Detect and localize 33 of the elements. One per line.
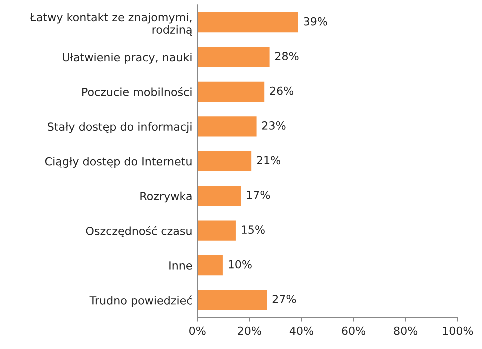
bar bbox=[198, 80, 266, 104]
x-tick-label: 80% bbox=[394, 326, 418, 336]
data-label: 10% bbox=[229, 260, 252, 269]
bar bbox=[198, 254, 224, 277]
bar bbox=[198, 46, 272, 69]
y-tick-label: Poczucie mobilności bbox=[82, 87, 192, 96]
y-tick-label: Ciągły dostęp do Internetu bbox=[45, 157, 192, 168]
data-label: 23% bbox=[262, 122, 286, 130]
y-tick-label: Ułatwienie pracy, nauki bbox=[63, 53, 192, 64]
bar bbox=[198, 115, 258, 138]
y-tick-label: Trudno powiedzieć bbox=[90, 296, 192, 307]
data-label: 28% bbox=[275, 52, 299, 61]
x-tick-label: 0% bbox=[190, 326, 206, 336]
bar bbox=[198, 219, 238, 242]
data-label: 17% bbox=[247, 190, 270, 200]
y-tick-label: Oszczędność czasu bbox=[86, 226, 192, 238]
data-label: 39% bbox=[304, 17, 328, 26]
y-tick-label: Inne bbox=[170, 262, 192, 270]
data-label: 21% bbox=[257, 156, 281, 165]
bar bbox=[198, 184, 243, 208]
bar bbox=[198, 288, 269, 312]
x-tick-label: 20% bbox=[238, 326, 262, 336]
bar bbox=[198, 11, 300, 34]
data-label: 26% bbox=[270, 86, 294, 96]
x-tick-label: 40% bbox=[290, 326, 314, 336]
x-tick-label: 60% bbox=[342, 326, 366, 336]
bar bbox=[198, 150, 253, 173]
y-tick-label: Łatwy kontakt ze znajomymi, rodziną bbox=[30, 12, 192, 36]
y-tick-label: Stały dostęp do informacji bbox=[48, 122, 192, 134]
data-label: 27% bbox=[272, 295, 296, 304]
data-label: 15% bbox=[242, 226, 265, 234]
x-tick-label: 100% bbox=[443, 326, 474, 336]
y-tick-label: Rozrywka bbox=[140, 192, 192, 203]
